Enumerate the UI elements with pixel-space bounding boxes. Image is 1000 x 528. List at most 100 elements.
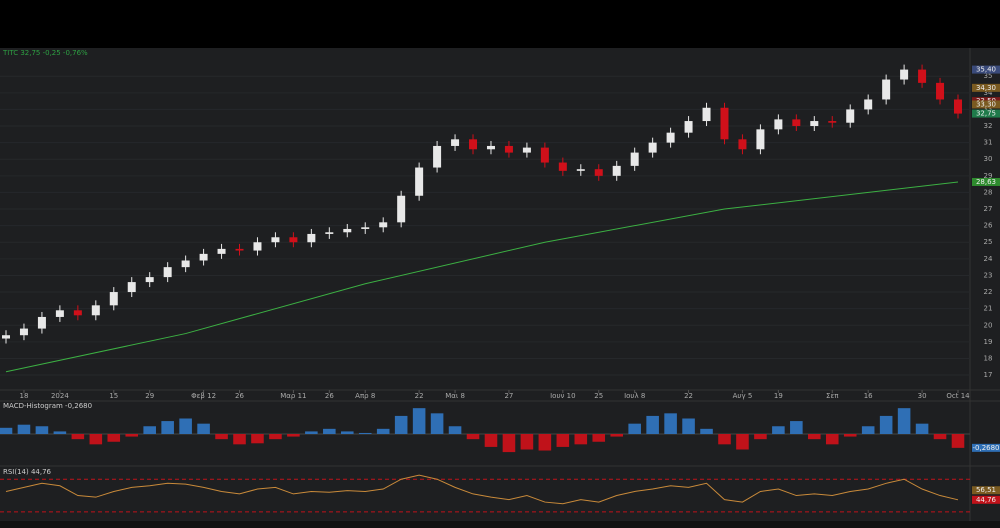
macd-bar bbox=[700, 428, 713, 434]
macd-bar bbox=[340, 431, 354, 434]
x-tick-label: Μαρ 11 bbox=[280, 392, 306, 400]
candle-body bbox=[433, 145, 442, 168]
candle-body bbox=[307, 233, 316, 243]
x-tick-label: 18 bbox=[20, 392, 29, 400]
macd-bar bbox=[305, 431, 318, 434]
candle-body bbox=[19, 328, 28, 336]
macd-bar bbox=[466, 434, 480, 440]
candle-body bbox=[936, 82, 945, 100]
candle-body bbox=[109, 292, 118, 306]
candle-body bbox=[558, 162, 567, 171]
macd-bar bbox=[161, 421, 174, 434]
macd-bar bbox=[610, 434, 624, 437]
rsi-line bbox=[5, 474, 959, 505]
macd-label: -0,2680 bbox=[972, 444, 999, 452]
candle-body bbox=[648, 142, 657, 153]
y-tick-label: 21 bbox=[984, 305, 993, 313]
candle-body bbox=[199, 253, 208, 261]
candle-body bbox=[612, 165, 621, 176]
macd-bar bbox=[287, 434, 300, 437]
x-tick-label: 19 bbox=[774, 392, 783, 400]
toolbar bbox=[0, 521, 1000, 528]
macd-bar bbox=[0, 427, 13, 434]
candle-body bbox=[325, 232, 334, 234]
candle-body bbox=[415, 167, 424, 196]
x-tick-label: 26 bbox=[235, 392, 244, 400]
macd-bar bbox=[574, 434, 588, 445]
macd-bar bbox=[35, 426, 49, 434]
macd-bar bbox=[808, 434, 821, 440]
y-tick-label: 18 bbox=[984, 354, 993, 362]
candle-body bbox=[163, 267, 172, 278]
candle-body bbox=[630, 152, 639, 166]
x-tick-label: Απρ 8 bbox=[355, 392, 375, 400]
y-tick-label: 27 bbox=[984, 205, 993, 213]
candle-body bbox=[720, 107, 729, 140]
macd-bar bbox=[197, 423, 210, 434]
x-tick-label: 25 bbox=[594, 392, 603, 400]
y-tick-label: 23 bbox=[984, 271, 993, 279]
candle-body bbox=[361, 227, 370, 229]
macd-bar bbox=[53, 431, 67, 434]
macd-bar bbox=[412, 408, 426, 434]
candle-body bbox=[145, 277, 154, 283]
price-label-bg bbox=[972, 109, 1000, 118]
y-tick-label: 32 bbox=[984, 122, 993, 130]
macd-bar bbox=[915, 423, 929, 434]
macd-bar bbox=[394, 415, 408, 434]
macd-bar bbox=[233, 434, 246, 445]
y-tick-label: 24 bbox=[984, 255, 993, 263]
macd-bar bbox=[897, 408, 911, 434]
y-tick-label: 26 bbox=[984, 222, 993, 230]
macd-bar bbox=[736, 434, 749, 450]
macd-bar bbox=[358, 432, 372, 434]
macd-bar bbox=[125, 434, 139, 437]
macd-bar bbox=[556, 434, 570, 447]
candle-body bbox=[397, 195, 406, 223]
candle-body bbox=[684, 121, 693, 133]
candle-body bbox=[540, 147, 549, 163]
price-label: 34,30 bbox=[976, 84, 996, 92]
rsi-label-bg bbox=[972, 486, 1000, 495]
price-label-bg bbox=[972, 65, 1000, 74]
candle-body bbox=[954, 99, 962, 114]
y-tick-label: 17 bbox=[984, 371, 993, 379]
candle-body bbox=[235, 248, 244, 251]
candle-body bbox=[73, 310, 82, 316]
candle-body bbox=[774, 119, 783, 130]
macd-bar bbox=[484, 434, 498, 447]
y-tick-label: 28 bbox=[984, 188, 993, 196]
macd-bar bbox=[107, 434, 121, 442]
candle-body bbox=[343, 228, 352, 233]
macd-bar bbox=[951, 434, 965, 448]
macd-bar bbox=[664, 413, 677, 434]
y-tick-label: 20 bbox=[984, 321, 993, 329]
macd-label-bg bbox=[972, 443, 1000, 452]
candle-body bbox=[217, 248, 226, 254]
x-tick-label: 27 bbox=[504, 392, 513, 400]
rsi-label: 44,76 bbox=[976, 496, 997, 504]
price-label-bg bbox=[972, 83, 1000, 92]
candle-body bbox=[576, 169, 585, 171]
macd-bar bbox=[879, 415, 893, 434]
macd-bar bbox=[933, 434, 947, 440]
macd-bar bbox=[179, 418, 192, 434]
candle-body bbox=[522, 147, 531, 153]
macd-bar bbox=[592, 434, 606, 442]
macd-bar bbox=[790, 421, 803, 434]
macd-bar bbox=[754, 434, 767, 440]
candle-body bbox=[666, 132, 675, 143]
x-tick-label: 2024 bbox=[51, 392, 69, 400]
x-tick-label: 15 bbox=[109, 392, 118, 400]
macd-bar bbox=[628, 423, 641, 434]
macd-bar bbox=[251, 434, 264, 444]
sma-line bbox=[5, 181, 959, 373]
candle-body bbox=[504, 145, 513, 153]
macd-bar bbox=[843, 434, 857, 437]
macd-bar bbox=[17, 424, 31, 434]
candle-body bbox=[882, 79, 891, 100]
macd-bar bbox=[448, 426, 462, 434]
y-tick-label: 19 bbox=[984, 338, 993, 346]
rsi-label-bg bbox=[972, 495, 1000, 504]
